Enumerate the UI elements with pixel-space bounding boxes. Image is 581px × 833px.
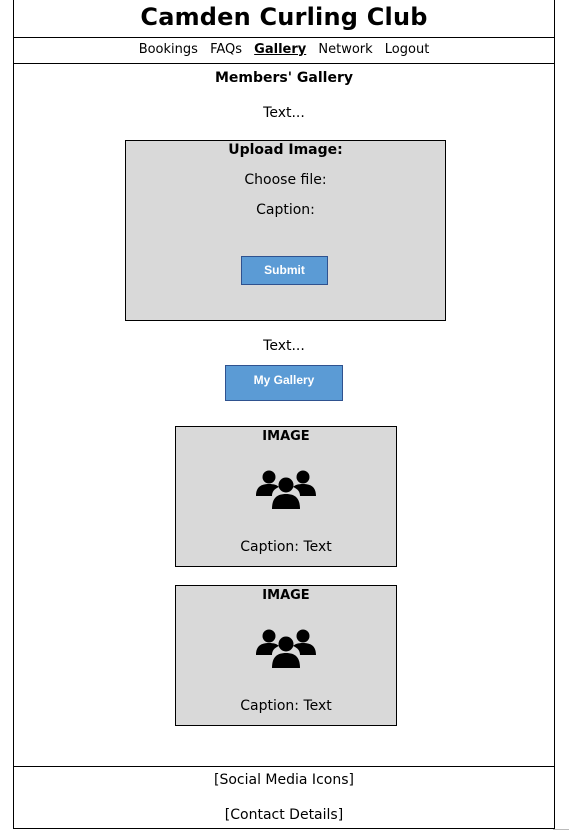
nav-network[interactable]: Network	[318, 42, 373, 57]
image-caption: Caption: Text	[240, 539, 332, 555]
gallery-card[interactable]: IMAGE Caption: Text	[175, 585, 397, 726]
nav-gallery[interactable]: Gallery	[254, 42, 307, 57]
header-divider	[14, 37, 554, 38]
choose-file-field[interactable]: Choose file:	[244, 172, 327, 188]
image-caption: Caption: Text	[240, 698, 332, 714]
site-title: Camden Curling Club	[140, 3, 428, 31]
footer-divider	[14, 766, 554, 767]
gallery-text: Text...	[263, 338, 305, 354]
page-frame: Camden Curling Club Bookings FAQs Galler…	[13, 0, 555, 829]
social-media-placeholder: [Social Media Icons]	[214, 772, 354, 788]
caption-field[interactable]: Caption:	[256, 202, 315, 218]
upload-panel: Upload Image: Choose file: Caption: Subm…	[125, 140, 446, 321]
my-gallery-button[interactable]: My Gallery	[225, 365, 343, 401]
nav-bookings[interactable]: Bookings	[138, 42, 198, 57]
nav-divider	[14, 63, 554, 64]
window-edge	[553, 829, 569, 830]
intro-text: Text...	[263, 105, 305, 121]
page-heading: Members' Gallery	[215, 70, 353, 86]
nav-logout[interactable]: Logout	[384, 42, 430, 57]
main-nav: Bookings FAQs Gallery Network Logout	[14, 42, 554, 57]
group-icon	[256, 470, 316, 509]
image-label: IMAGE	[262, 588, 310, 603]
gallery-card[interactable]: IMAGE Caption: Text	[175, 426, 397, 567]
submit-button[interactable]: Submit	[241, 256, 328, 285]
image-label: IMAGE	[262, 429, 310, 444]
contact-details-placeholder: [Contact Details]	[224, 807, 344, 823]
group-icon	[256, 629, 316, 668]
upload-title: Upload Image:	[228, 142, 343, 158]
nav-faqs[interactable]: FAQs	[210, 42, 243, 57]
